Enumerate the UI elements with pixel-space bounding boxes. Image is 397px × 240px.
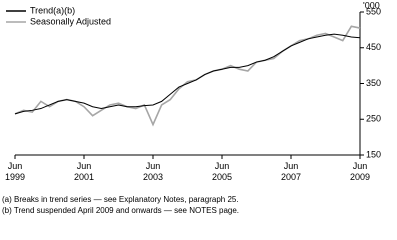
x-tick-label: Jun 2007 — [280, 161, 302, 182]
footnote: (a) Breaks in trend series — see Explana… — [2, 195, 239, 204]
y-tick-label: 550 — [366, 6, 381, 16]
x-tick-label: Jun 2001 — [73, 161, 95, 182]
y-tick-label: 450 — [366, 42, 381, 52]
y-tick-label: 250 — [366, 114, 381, 124]
y-tick-label: 150 — [366, 149, 381, 159]
chart: '000 150 250 350 450 550 Trend(a)(b) Seasonall… — [2, 0, 381, 215]
x-tick-label: Jun 2003 — [142, 161, 164, 182]
legend-label: Seasonally Adjusted — [30, 16, 111, 26]
y-tick-label: 350 — [366, 78, 381, 88]
x-tick-label: Jun 2009 — [349, 161, 371, 182]
y-unit: '000 — [363, 0, 380, 10]
series-line — [14, 25, 361, 127]
plot: '000 150 250 350 450 550 Trend(a)(b)Seasonall… — [6, 0, 381, 159]
x-tick-label: Jun 1999 — [4, 161, 26, 182]
x-tick-label: Jun 2005 — [211, 161, 233, 182]
series-line — [14, 33, 361, 115]
legend-label: Trend(a)(b) — [30, 5, 75, 15]
footnote: (b) Trend suspended April 2009 and onwar… — [2, 206, 240, 215]
